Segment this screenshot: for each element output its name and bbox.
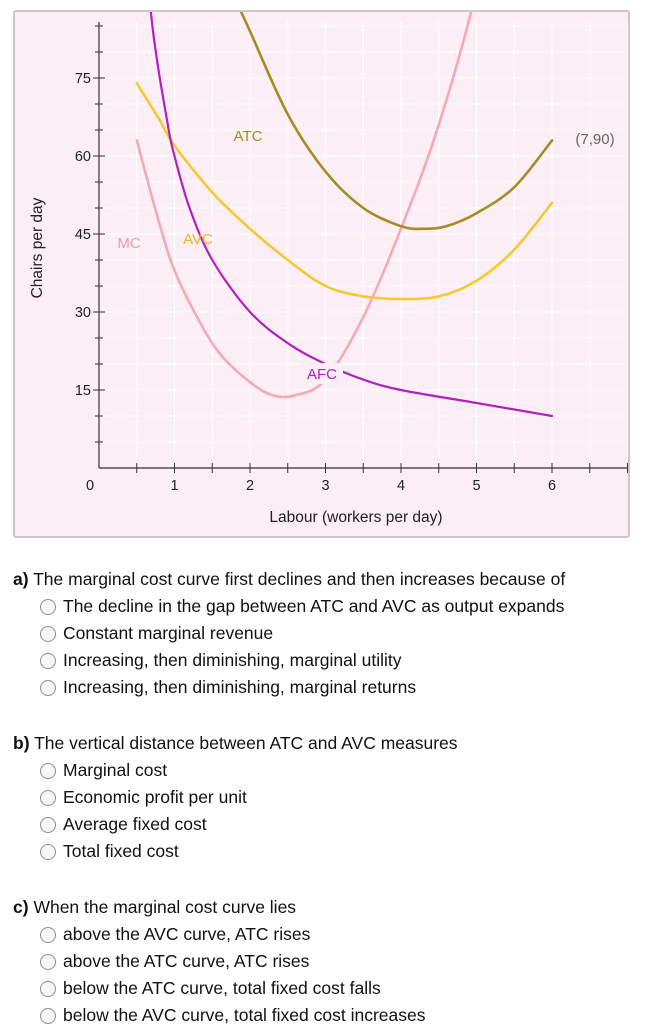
option-label: above the AVC curve, ATC rises <box>63 924 311 944</box>
option-label: Average fixed cost <box>63 814 207 834</box>
chart-svg: 1530456075901051200123456Labour (workers… <box>29 12 628 526</box>
afc-label-background <box>301 363 343 384</box>
curve-label-avc: AVC <box>183 231 213 248</box>
series-afc-curve <box>149 12 554 418</box>
option-label: Economic profit per unit <box>63 787 247 807</box>
question-a-option-4[interactable]: Increasing, then diminishing, marginal r… <box>40 674 643 701</box>
option-label: below the AVC curve, total fixed cost in… <box>63 1005 426 1025</box>
question-b-option-2[interactable]: Economic profit per unit <box>40 784 643 811</box>
question-b-option-3[interactable]: Average fixed cost <box>40 811 643 838</box>
option-label: below the ATC curve, total fixed cost fa… <box>63 978 381 998</box>
question-b-option-4[interactable]: Total fixed cost <box>40 838 643 865</box>
question-c-letter: c) <box>13 897 29 917</box>
radio-button[interactable] <box>40 679 56 696</box>
option-label: Increasing, then diminishing, marginal u… <box>63 650 402 670</box>
question-b: b) The vertical distance between ATC and… <box>13 732 643 865</box>
option-label: Marginal cost <box>63 760 168 780</box>
x-axis-title: Labour (workers per day) <box>269 509 442 526</box>
question-c-text: When the marginal cost curve lies <box>33 897 297 917</box>
x-tick-label: 0 <box>86 478 94 494</box>
option-label: Total fixed cost <box>63 841 179 861</box>
y-tick-label: 60 <box>75 149 91 165</box>
radio-button[interactable] <box>40 980 56 997</box>
question-a-option-1[interactable]: The decline in the gap between ATC and A… <box>40 593 643 620</box>
question-b-option-1[interactable]: Marginal cost <box>40 757 643 784</box>
radio-button[interactable] <box>40 1007 56 1024</box>
x-tick-label: 2 <box>246 478 254 494</box>
curve-label-afc: AFC <box>307 366 337 383</box>
radio-button[interactable] <box>40 843 56 860</box>
curve-label-atc: ATC <box>234 128 263 145</box>
radio-button[interactable] <box>40 652 56 669</box>
option-label: The decline in the gap between ATC and A… <box>63 596 565 616</box>
question-a-letter: a) <box>13 569 29 589</box>
question-c-option-3[interactable]: below the ATC curve, total fixed cost fa… <box>40 975 643 1002</box>
x-tick-label: 1 <box>170 478 178 494</box>
question-c-option-2[interactable]: above the ATC curve, ATC rises <box>40 948 643 975</box>
cost-curves-chart: 1530456075901051200123456Labour (workers… <box>13 10 630 538</box>
y-tick-label: 45 <box>75 227 91 243</box>
y-tick-label: 15 <box>75 383 91 399</box>
x-tick-label: 4 <box>397 478 405 494</box>
question-a-option-2[interactable]: Constant marginal revenue <box>40 620 643 647</box>
option-label: Increasing, then diminishing, marginal r… <box>63 677 417 697</box>
question-b-text: The vertical distance between ATC and AV… <box>34 733 458 753</box>
series-avc-curve <box>135 81 554 301</box>
y-tick-label: 30 <box>75 305 91 321</box>
radio-button[interactable] <box>40 926 56 943</box>
option-label: Constant marginal revenue <box>63 623 274 643</box>
question-a-option-3[interactable]: Increasing, then diminishing, marginal u… <box>40 647 643 674</box>
question-a-prompt: a) The marginal cost curve first decline… <box>13 568 643 591</box>
series-mc-curve <box>135 12 473 399</box>
x-tick-label: 5 <box>472 478 480 494</box>
curve-label-mc: MC <box>117 235 140 252</box>
radio-button[interactable] <box>40 625 56 642</box>
radio-button[interactable] <box>40 789 56 806</box>
radio-button[interactable] <box>40 816 56 833</box>
option-label: above the ATC curve, ATC rises <box>63 951 310 971</box>
radio-button[interactable] <box>40 598 56 615</box>
series-atc-curve <box>239 12 554 231</box>
radio-button[interactable] <box>40 762 56 779</box>
question-a: a) The marginal cost curve first decline… <box>13 568 643 701</box>
question-c-prompt: c) When the marginal cost curve lies <box>13 896 643 919</box>
radio-button[interactable] <box>40 953 56 970</box>
question-a-text: The marginal cost curve first declines a… <box>33 569 566 589</box>
question-c-option-1[interactable]: above the AVC curve, ATC rises <box>40 921 643 948</box>
y-tick-label: 75 <box>75 71 91 87</box>
y-axis-title: Chairs per day <box>29 197 46 298</box>
question-c-option-4[interactable]: below the AVC curve, total fixed cost in… <box>40 1002 643 1029</box>
question-c: c) When the marginal cost curve lies abo… <box>13 896 643 1029</box>
question-b-prompt: b) The vertical distance between ATC and… <box>13 732 643 755</box>
chart-annotation: (7,90) <box>575 131 614 148</box>
x-tick-label: 6 <box>548 478 556 494</box>
x-tick-label: 3 <box>321 478 329 494</box>
question-b-letter: b) <box>13 733 30 753</box>
